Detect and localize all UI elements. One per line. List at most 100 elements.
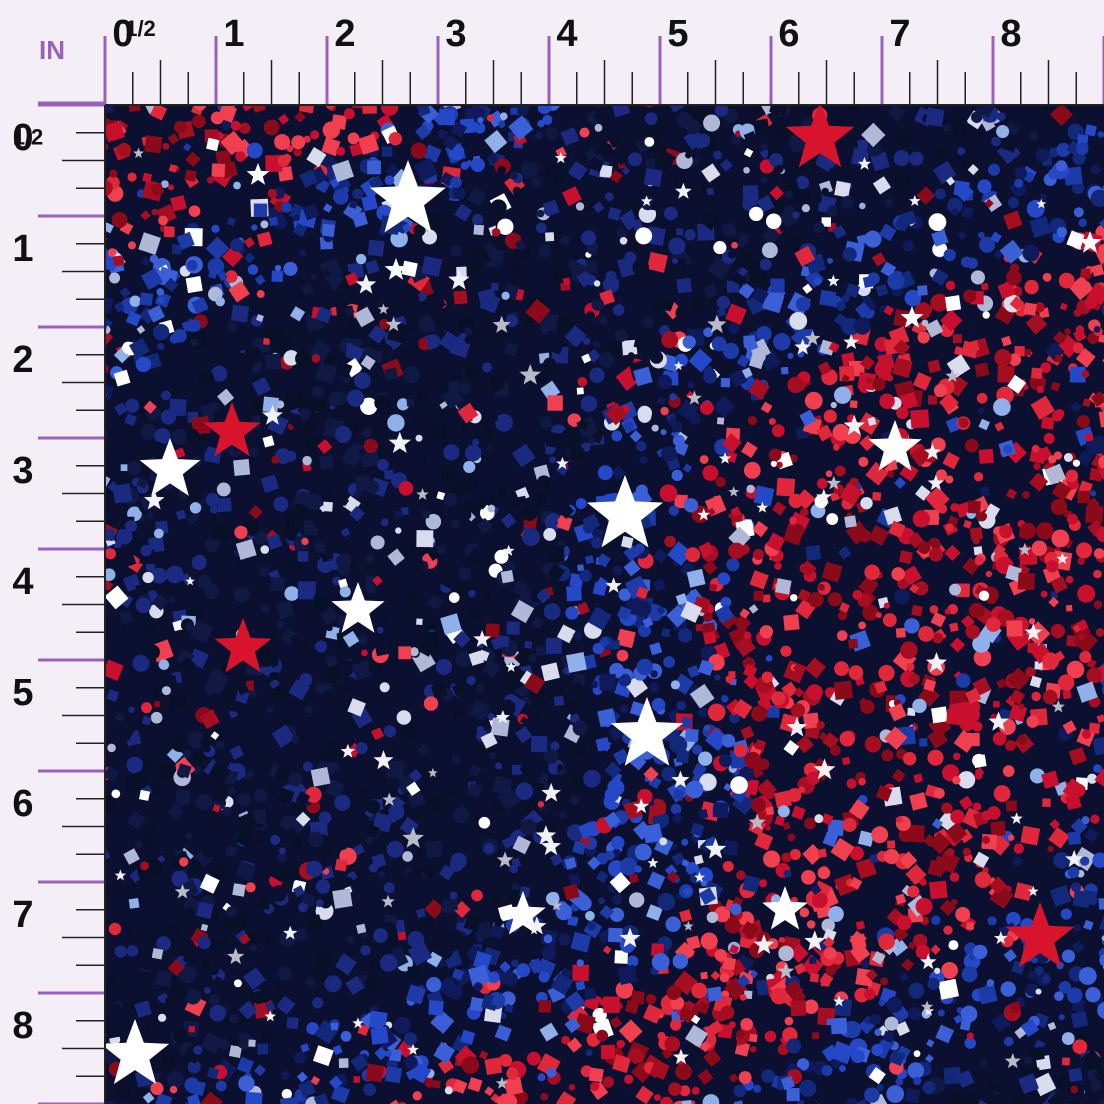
- sequin: [165, 565, 184, 584]
- sequin: [305, 860, 323, 878]
- sequin: [379, 954, 398, 972]
- sequin: [471, 889, 483, 902]
- sequin: [291, 735, 300, 744]
- sequin: [154, 1092, 173, 1104]
- sequin: [927, 395, 938, 405]
- sequin: [727, 250, 736, 259]
- sequin: [825, 470, 833, 478]
- sequin: [1042, 798, 1051, 807]
- sequin: [187, 483, 197, 493]
- sequin: [1083, 919, 1094, 931]
- sequin: [162, 142, 170, 150]
- sequin: [952, 115, 968, 131]
- sequin: [211, 224, 220, 233]
- sequin: [616, 649, 629, 662]
- sequin: [350, 1000, 363, 1013]
- sequin: [1066, 513, 1078, 525]
- sequin: [473, 224, 485, 236]
- sequin: [323, 203, 333, 213]
- sequin: [500, 512, 517, 529]
- sequin: [204, 584, 220, 600]
- sequin: [387, 414, 405, 432]
- sequin: [964, 438, 979, 453]
- sequin: [932, 632, 944, 644]
- sequin: [540, 167, 550, 177]
- sequin: [827, 257, 834, 264]
- sequin: [361, 194, 378, 212]
- sequin: [672, 953, 689, 969]
- sequin: [672, 434, 685, 447]
- sequin: [253, 788, 268, 803]
- sequin: [1059, 302, 1068, 311]
- sequin: [1003, 1036, 1014, 1047]
- sequin: [743, 673, 760, 690]
- sequin: [1067, 831, 1082, 845]
- sequin: [491, 228, 501, 237]
- sequin: [575, 980, 586, 991]
- sequin: [670, 1019, 682, 1031]
- sequin: [466, 675, 476, 686]
- sequin: [884, 1016, 899, 1031]
- sequin: [966, 257, 978, 269]
- sequin: [1006, 800, 1018, 812]
- sequin: [321, 553, 330, 563]
- sequin: [1050, 623, 1066, 639]
- sequin: [1037, 386, 1044, 393]
- sequin: [689, 589, 697, 598]
- sequin: [721, 221, 738, 238]
- sequin: [967, 500, 981, 514]
- sequin: [510, 499, 520, 509]
- sequin: [1019, 522, 1036, 540]
- sequin: [156, 936, 171, 951]
- sequin: [111, 211, 128, 228]
- sequin: [966, 1032, 974, 1040]
- sequin: [500, 570, 514, 584]
- sequin: [541, 340, 549, 348]
- sequin: [151, 208, 158, 216]
- sequin: [221, 806, 232, 817]
- sequin: [652, 548, 669, 564]
- sequin: [330, 1022, 339, 1031]
- sequin: [402, 851, 413, 862]
- sequin: [125, 398, 140, 413]
- sequin: [1075, 542, 1093, 559]
- sequin: [466, 160, 473, 167]
- sequin: [239, 122, 251, 134]
- sequin: [535, 222, 547, 234]
- sequin: [516, 963, 531, 978]
- sequin: [341, 546, 350, 555]
- sequin: [106, 143, 109, 150]
- sequin: [468, 590, 476, 598]
- sequin: [700, 971, 708, 980]
- sequin: [839, 602, 850, 613]
- sequin: [403, 1032, 418, 1046]
- sequin: [155, 969, 173, 988]
- sequin: [904, 618, 920, 634]
- sequin: [827, 592, 843, 607]
- sequin: [263, 337, 271, 345]
- sequin: [871, 826, 889, 844]
- sequin: [275, 767, 290, 782]
- sequin: [267, 785, 277, 794]
- sequin: [948, 940, 959, 951]
- sequin: [795, 735, 814, 754]
- sequin: [895, 1077, 904, 1086]
- sequin: [912, 698, 927, 714]
- sequin: [839, 731, 855, 747]
- sequin: [552, 583, 566, 597]
- sequin: [938, 978, 960, 1000]
- sequin: [116, 576, 125, 585]
- sequin: [140, 861, 149, 871]
- sequin: [144, 135, 163, 154]
- sequin: [670, 803, 682, 815]
- sequin: [511, 764, 522, 775]
- sequin: [871, 1044, 884, 1056]
- sequin: [929, 1095, 936, 1102]
- sequin: [836, 630, 848, 641]
- sequin: [691, 744, 703, 755]
- sequin: [598, 352, 614, 368]
- sequin: [1041, 416, 1055, 430]
- sequin: [821, 217, 831, 227]
- sequin: [691, 295, 707, 311]
- sequin: [1070, 401, 1082, 413]
